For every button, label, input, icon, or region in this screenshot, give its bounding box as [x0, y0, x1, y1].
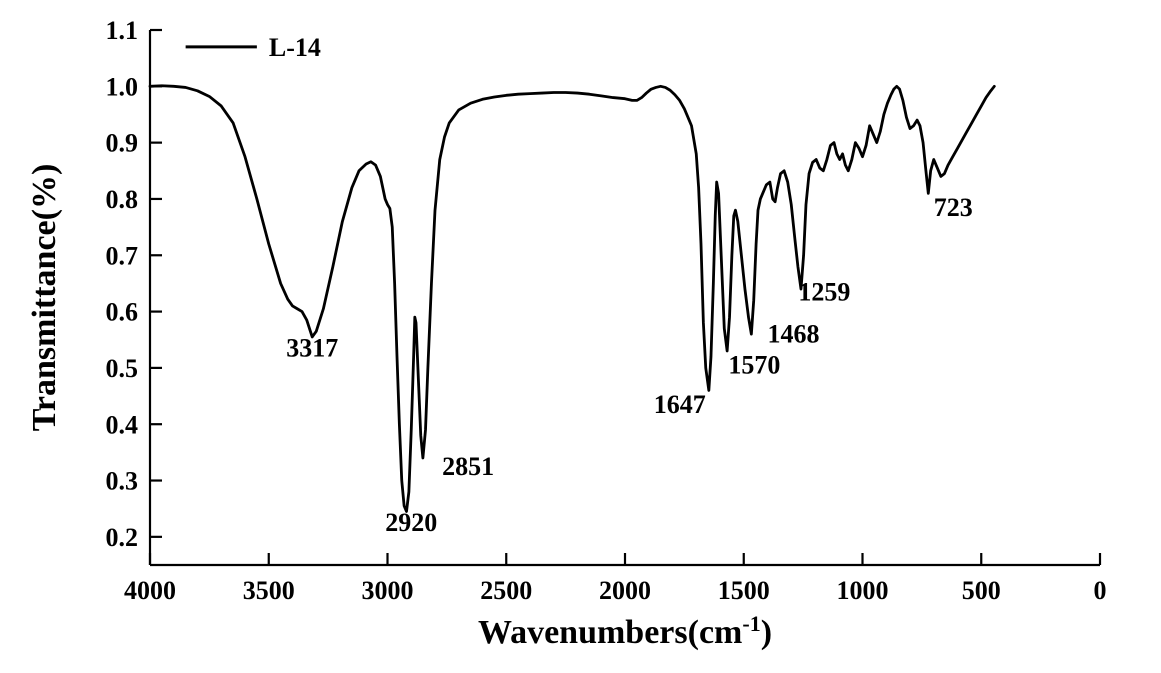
y-axis-label: Transmittance(%) [26, 164, 63, 432]
peak-label: 1259 [798, 277, 850, 306]
x-axis-label: Wavenumbers(cm-1) [478, 611, 772, 652]
y-tick-label: 0.2 [106, 523, 139, 552]
x-tick-label: 500 [962, 576, 1001, 605]
y-tick-label: 0.5 [106, 354, 139, 383]
y-tick-label: 0.7 [106, 241, 139, 270]
legend-label: L-14 [269, 33, 321, 62]
y-tick-label: 1.0 [106, 72, 139, 101]
peak-label: 3317 [286, 334, 338, 363]
x-tick-label: 2000 [599, 576, 651, 605]
x-tick-label: 4000 [124, 576, 176, 605]
chart-svg: 4000 3500 3000 2500 2000 1500 1000 500 0 0.2 0.3 0.… [0, 0, 1161, 673]
peak-label: 2920 [385, 508, 437, 537]
y-tick-label: 1.1 [106, 16, 139, 45]
peak-label: 1647 [654, 390, 706, 419]
y-tick-label: 0.8 [106, 185, 139, 214]
y-tick-label: 0.6 [106, 298, 139, 327]
x-tick-label: 3000 [362, 576, 414, 605]
ir-spectrum-chart: 4000 3500 3000 2500 2000 1500 1000 500 0 0.2 0.3 0.… [0, 0, 1161, 673]
x-tick-label: 1000 [837, 576, 889, 605]
peak-label: 723 [934, 193, 973, 222]
peak-label: 1468 [768, 320, 820, 349]
peak-label: 1570 [728, 351, 780, 380]
y-tick-label: 0.3 [106, 467, 139, 496]
x-tick-label: 1500 [718, 576, 770, 605]
chart-bg [0, 0, 1161, 673]
y-tick-label: 0.9 [106, 129, 139, 158]
x-tick-label: 2500 [480, 576, 532, 605]
x-tick-label: 3500 [243, 576, 295, 605]
peak-label: 2851 [442, 452, 494, 481]
x-tick-label: 0 [1094, 576, 1107, 605]
y-tick-label: 0.4 [106, 410, 139, 439]
